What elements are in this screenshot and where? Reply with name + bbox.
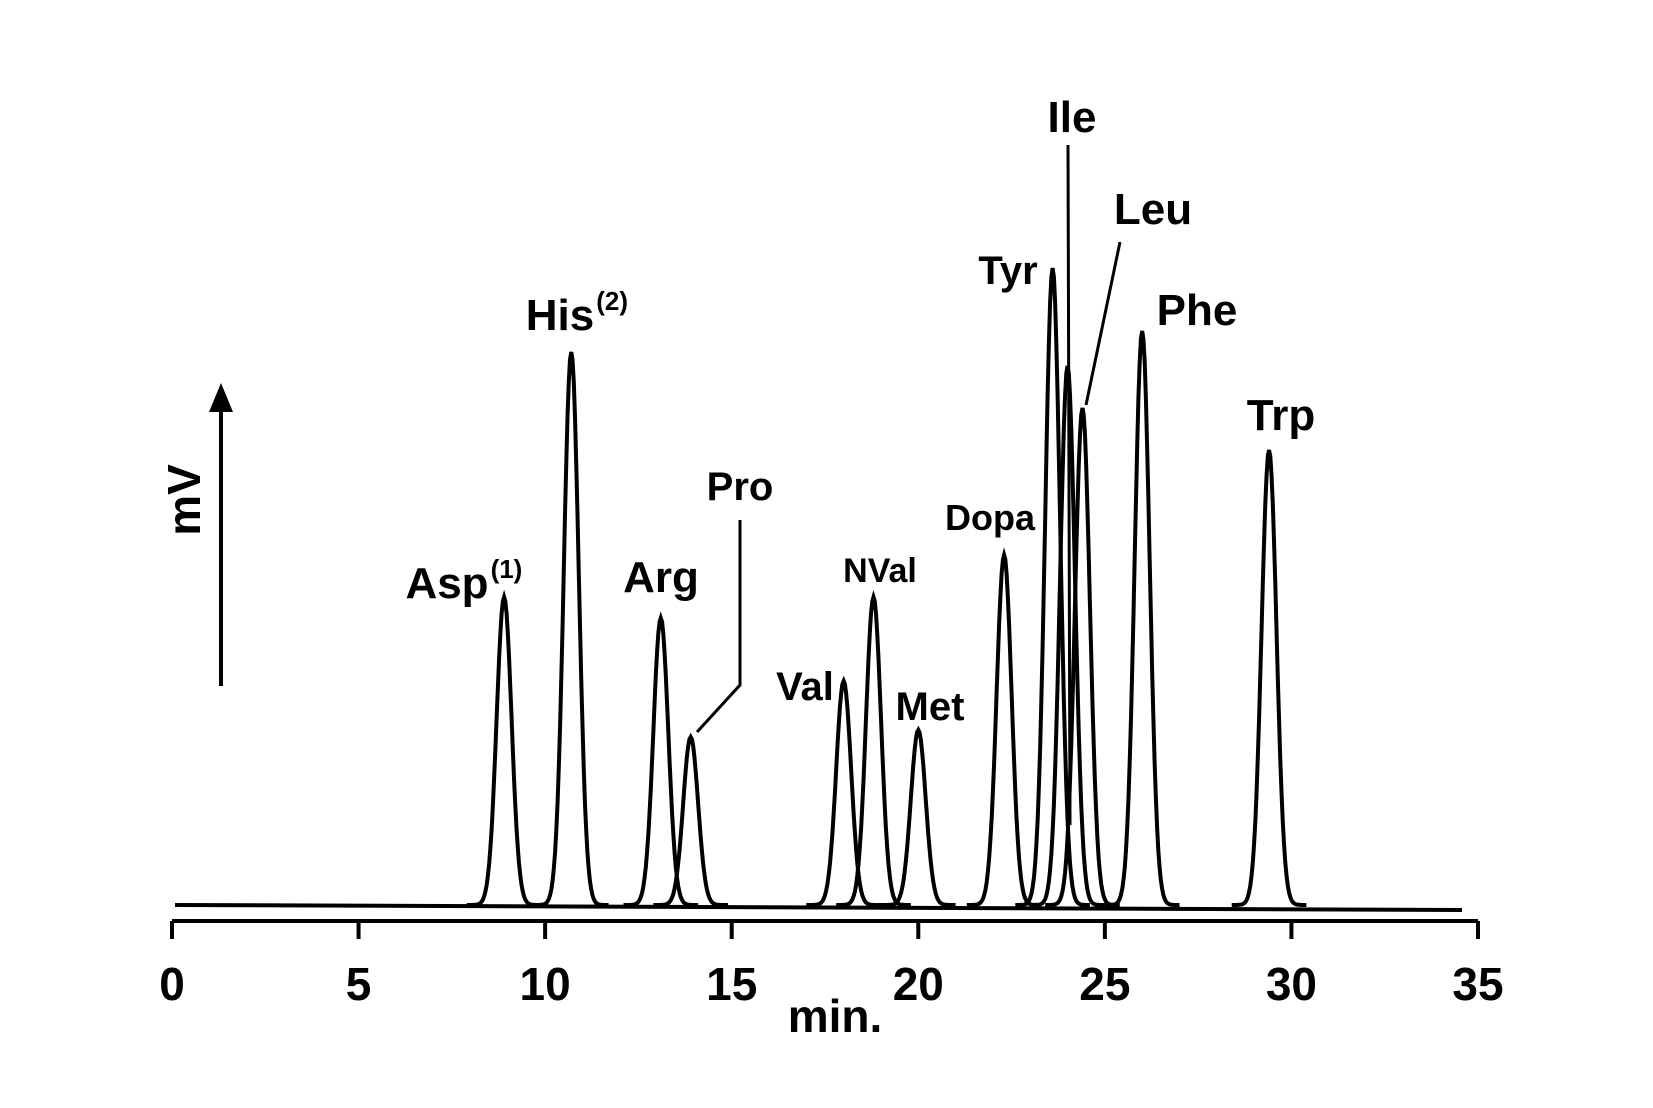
peak (1104, 330, 1180, 907)
x-tick-label: 5 (346, 958, 372, 1010)
peak (881, 725, 956, 907)
x-tick-label: 15 (706, 958, 757, 1010)
peak-label-superscript: (1) (491, 554, 523, 584)
peak-label: Phe (1157, 286, 1238, 335)
peak-label: Ile (1048, 93, 1097, 142)
x-tick-label: 10 (520, 958, 571, 1010)
baseline (174, 903, 1463, 912)
peak-label: Asp (405, 559, 488, 608)
peak-label: Val (776, 665, 834, 709)
peak-label: Trp (1247, 391, 1315, 440)
x-tick-label: 30 (1266, 958, 1317, 1010)
peak-label: Tyr (978, 249, 1037, 293)
x-tick-label: 25 (1079, 958, 1130, 1010)
peak (653, 732, 728, 907)
peak (466, 589, 542, 907)
peak (1231, 449, 1307, 907)
leader-line (1084, 241, 1122, 406)
peak-label: His (526, 291, 594, 340)
peak-label: Dopa (945, 497, 1036, 538)
leader-line (1066, 144, 1072, 826)
peak-label-superscript: (2) (596, 286, 628, 316)
x-tick-label: 20 (893, 958, 944, 1010)
peak (806, 675, 881, 907)
x-axis-label: min. (788, 990, 883, 1042)
x-tick-label: 0 (159, 958, 185, 1010)
peak-label: Leu (1114, 185, 1192, 234)
y-axis-label: mV (158, 464, 210, 536)
peak (1015, 267, 1090, 907)
peak (623, 611, 699, 907)
peak-label: Pro (707, 465, 774, 509)
peak-label: Met (896, 685, 965, 729)
peak (1030, 365, 1105, 907)
peak (966, 547, 1042, 907)
peak-label: NVal (843, 552, 917, 590)
peak (836, 589, 911, 907)
leader-line (695, 520, 742, 734)
x-tick-label: 35 (1452, 958, 1503, 1010)
peak-label: Arg (623, 553, 699, 602)
y-arrow-head (209, 383, 233, 412)
peak (533, 351, 609, 907)
